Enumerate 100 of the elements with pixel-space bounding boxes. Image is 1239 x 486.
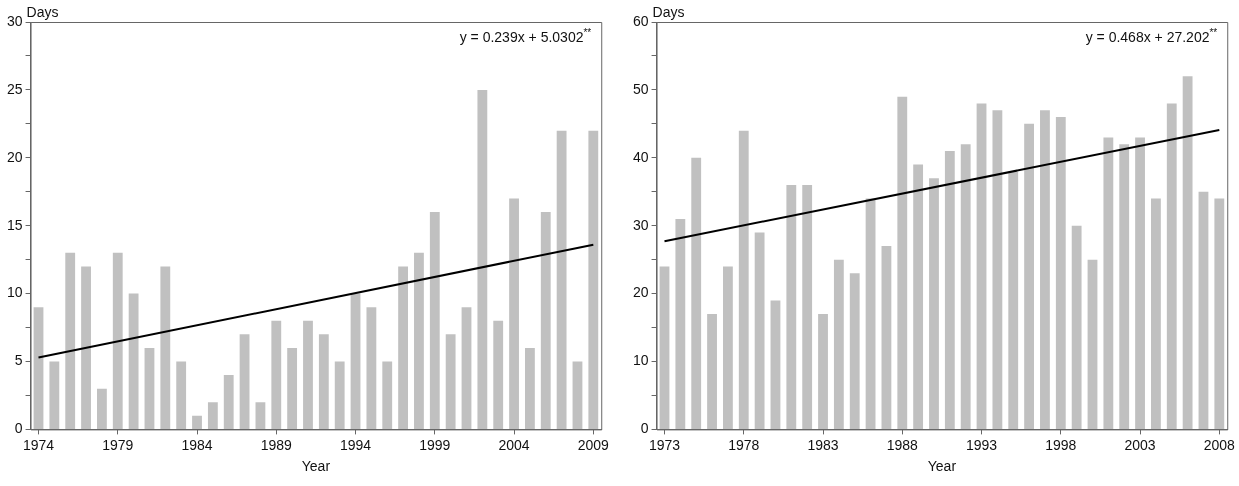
x-tick-label: 2003 [1124, 436, 1156, 453]
bar [33, 307, 44, 429]
y-tick-label: 0 [640, 420, 649, 437]
bar [572, 361, 583, 429]
x-axis-title: Year [301, 458, 331, 475]
bar [1055, 117, 1066, 429]
y-tick-label: 30 [632, 216, 649, 233]
bar [160, 266, 171, 429]
bar [461, 307, 472, 429]
bar [223, 375, 234, 429]
bar [207, 402, 218, 429]
x-tick-label: 1974 [22, 436, 55, 453]
bar [239, 334, 250, 429]
bar [414, 252, 424, 429]
bar [429, 212, 440, 429]
bar [318, 334, 329, 429]
bar [271, 320, 282, 429]
y-tick-label: 20 [6, 148, 23, 165]
x-tick-label: 1989 [260, 436, 293, 453]
bar [849, 273, 860, 429]
x-tick-label: 1994 [339, 436, 372, 453]
bar [960, 144, 971, 429]
bar [1150, 198, 1161, 429]
bar [738, 130, 749, 429]
y-axis-title: Days [26, 3, 59, 20]
annotation: y = 0.239x + 5.0302** [459, 27, 592, 45]
bar [81, 266, 91, 429]
bar [255, 402, 266, 429]
bar [1214, 198, 1225, 429]
bar [659, 266, 670, 429]
bar [881, 246, 892, 429]
bar [786, 184, 797, 429]
bar [303, 320, 313, 429]
y-tick-label: 50 [632, 80, 649, 97]
y-tick-label: 15 [6, 216, 23, 233]
x-tick-label: 2004 [498, 436, 530, 453]
bar [144, 347, 155, 429]
x-tick-label: 2009 [577, 436, 610, 453]
bar [1103, 137, 1114, 429]
bar [382, 361, 393, 429]
bar [976, 103, 987, 429]
bar [707, 313, 717, 429]
x-tick-label: 1988 [886, 436, 919, 453]
bar [96, 388, 107, 429]
bar [366, 307, 377, 429]
bar [334, 361, 345, 429]
bar [865, 198, 876, 429]
bar [112, 252, 123, 429]
bar [398, 266, 409, 429]
bar [770, 300, 781, 429]
bar [1182, 76, 1193, 429]
bar [802, 184, 813, 429]
bar [1008, 171, 1019, 429]
bar [818, 313, 828, 429]
x-tick-label: 1978 [728, 436, 760, 453]
bar [128, 293, 139, 429]
bar [1198, 191, 1209, 429]
x-tick-label: 1993 [965, 436, 998, 453]
bar [1119, 144, 1130, 429]
bar [493, 320, 504, 429]
x-tick-label: 1984 [181, 436, 213, 453]
bar [897, 96, 908, 429]
bar [588, 130, 599, 429]
bar [540, 212, 551, 429]
y-tick-label: 0 [14, 420, 23, 437]
y-tick-label: 10 [6, 284, 23, 301]
bar [176, 361, 187, 429]
bar [350, 293, 361, 429]
x-tick-label: 1983 [807, 436, 839, 453]
bar [49, 361, 60, 429]
y-tick-label: 10 [632, 352, 649, 369]
bar [992, 110, 1003, 429]
bar [445, 334, 456, 429]
y-tick-label: 5 [14, 352, 23, 369]
bar [1087, 259, 1098, 429]
x-tick-label: 1973 [648, 436, 681, 453]
y-tick-label: 20 [632, 284, 649, 301]
y-tick-label: 60 [632, 12, 649, 29]
annotation: y = 0.468x + 27.202** [1085, 27, 1218, 45]
y-tick-label: 25 [6, 80, 23, 97]
bar [65, 252, 76, 429]
bar [287, 347, 298, 429]
x-tick-label: 1998 [1045, 436, 1077, 453]
bar [1135, 137, 1145, 429]
y-axis-title: Days [652, 3, 685, 20]
bar [691, 157, 702, 429]
bar [944, 151, 955, 429]
bar [929, 178, 939, 429]
bar [509, 198, 519, 429]
y-tick-label: 30 [6, 12, 23, 29]
bar [477, 89, 488, 429]
bar [754, 232, 765, 429]
x-axis-title: Year [927, 458, 957, 475]
bar [675, 218, 686, 429]
bar [1024, 123, 1035, 429]
bar [1166, 103, 1177, 429]
bar [722, 266, 733, 429]
x-tick-label: 1999 [419, 436, 451, 453]
bar [1040, 110, 1050, 429]
bar [556, 130, 567, 429]
